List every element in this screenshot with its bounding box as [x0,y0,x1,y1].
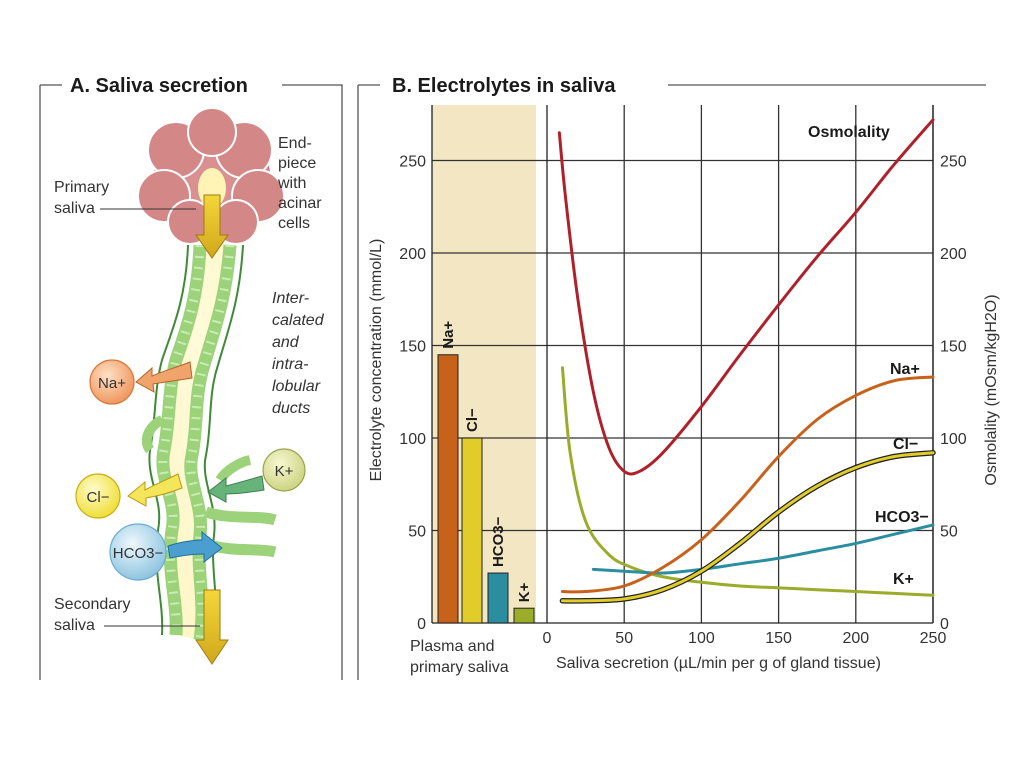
bar-label-hco3: HCO3− [490,516,507,567]
x-tick-label-250: 250 [920,630,947,647]
duct-wall-left [156,244,207,636]
panel-a: A. Saliva secretion [39,75,343,680]
series-label-cl: Cl− [893,436,918,453]
series-label-k: K+ [893,571,914,588]
bar-label-k: K+ [516,582,533,602]
hco3-ion-label: HCO3− [113,545,164,562]
cl-arrow [127,473,183,507]
flow-arrow-bottom [195,589,229,665]
series-line-na [560,375,935,594]
hco3-ion-circle [109,523,167,581]
na-ion-circle [89,359,135,405]
na-ion-label: Na+ [98,375,126,392]
x-tick-label-200: 200 [842,630,869,647]
endpiece-label: End- piece with acinar cells [277,135,326,232]
primary-saliva-label: Primary saliva [54,179,114,217]
bar-na [437,354,459,624]
series-line-osmolality [557,118,935,476]
panel-b: B. Electrolytes in saliva 0 50 100 150 200 25… [357,75,1000,680]
bar-group-label: Plasma and primary saliva [410,638,509,676]
y-tick-label-200: 200 [399,246,426,263]
x-axis-label: Saliva secretion (µL/min per g of gland … [556,655,881,672]
bar-label-na: Na+ [440,321,457,349]
y2-tick-label-250: 250 [940,154,967,171]
x-tick-label-50: 50 [615,630,633,647]
k-ion-label: K+ [275,463,294,480]
bar-hco3 [487,572,509,624]
k-arrow [207,475,265,503]
series-line-hco3 [591,523,935,575]
y2-tick-label-0: 0 [940,616,949,633]
cl-ion-label: Cl− [87,489,110,506]
duct-wall-right [184,244,237,641]
panel-b-frame [357,84,986,680]
panel-b-title: B. Electrolytes in saliva [392,75,616,97]
ducts-label: Inter- calated and intra- lobular ducts [272,290,328,417]
series-line-cl-outline [559,450,936,604]
y2-tick-label-50: 50 [940,524,958,541]
ion-na: Na+ [89,359,193,405]
series-label-na: Na+ [890,361,920,378]
ion-k: K+ [207,448,306,503]
y-axis-label: Electrolyte concentration (mmol/L) [368,239,385,482]
na-arrow [135,361,193,393]
duct [141,244,277,641]
series-line-k [560,366,935,597]
duct-wall-right-outer [203,244,244,641]
series-line-cl [560,451,935,603]
k-ion-circle [262,448,306,492]
y2-tick-label-100: 100 [940,431,967,448]
y-tick-label-150: 150 [399,339,426,356]
hco3-arrow [167,530,223,564]
y-tick-label-100: 100 [399,431,426,448]
panel-a-title: A. Saliva secretion [70,75,248,97]
series-label-hco3: HCO3− [875,509,929,526]
x-tick-label-100: 100 [688,630,715,647]
ion-hco3: HCO3− [109,523,223,581]
x-tick-label-0: 0 [543,630,552,647]
bar-cl [461,437,483,624]
series-label-osmolality: Osmolality [808,124,890,141]
y-tick-label-0: 0 [417,616,426,633]
bar-label-cl: Cl− [464,408,481,432]
bar-k [513,607,535,624]
ion-cl: Cl− [75,473,183,519]
x-tick-label-150: 150 [765,630,792,647]
y2-tick-label-150: 150 [940,339,967,356]
y-tick-label-50: 50 [408,524,426,541]
flow-arrow-top [195,194,229,259]
cl-ion-circle [75,473,121,519]
y-tick-label-250: 250 [399,154,426,171]
y2-axis-label: Osmolality (mOsm/kgH2O) [983,294,1000,485]
panel-a-frame [39,84,343,680]
y2-tick-label-200: 200 [940,246,967,263]
secondary-saliva-label: Secondary saliva [54,596,135,634]
